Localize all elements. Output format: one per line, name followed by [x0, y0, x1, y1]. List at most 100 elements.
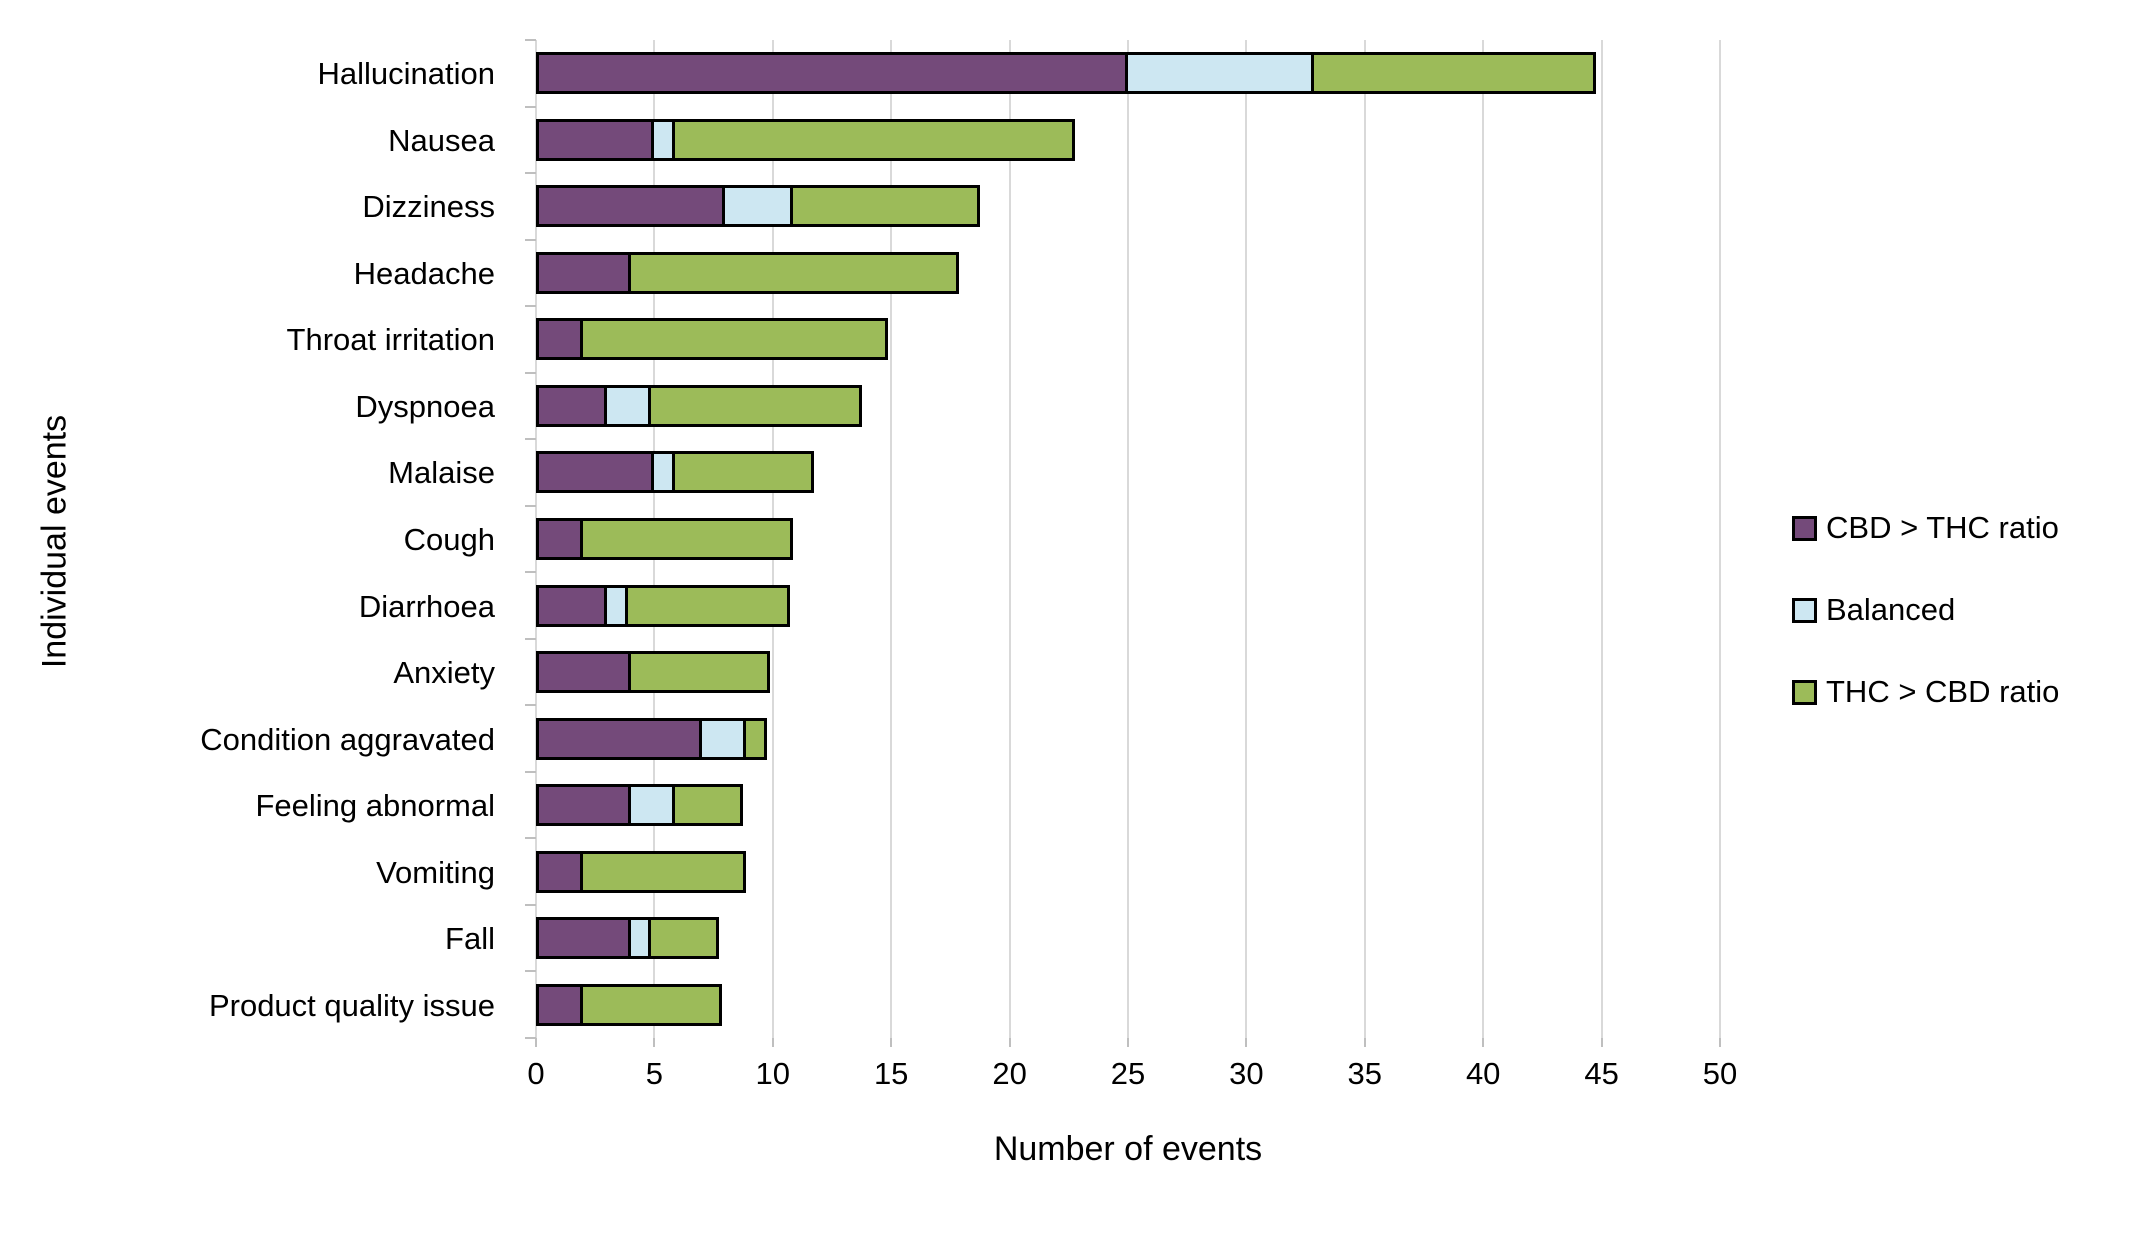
- legend-swatch-icon: [1792, 679, 1817, 705]
- y-tick-mark: [525, 571, 536, 574]
- bar-malaise: [536, 451, 815, 494]
- legend-label: CBD > THC ratio: [1826, 510, 2059, 545]
- y-tick-mark: [525, 770, 536, 773]
- bar-anxiety: [536, 651, 770, 694]
- bar-segment: [536, 917, 631, 960]
- x-tick-mark: [771, 1038, 774, 1047]
- bar-headache: [536, 251, 960, 294]
- y-tick-mark: [525, 438, 536, 441]
- bar-segment: [536, 584, 608, 627]
- x-tick-mark: [1245, 1038, 1248, 1047]
- category-label: Dizziness: [362, 189, 495, 225]
- category-label: Headache: [353, 255, 495, 291]
- bar-cough: [536, 518, 794, 560]
- gridline-x-20: [1008, 40, 1011, 1038]
- legend-item-thc-cbd-ratio: THC > CBD ratio: [1792, 674, 2059, 710]
- category-label: Hallucination: [317, 56, 496, 92]
- bar-segment: [790, 185, 980, 228]
- legend-label: THC > CBD ratio: [1826, 674, 2060, 709]
- bar-segment: [624, 584, 791, 627]
- bar-vomiting: [536, 850, 747, 893]
- y-tick-mark: [525, 305, 536, 308]
- y-tick-mark: [525, 970, 536, 973]
- gridline-x-45: [1600, 40, 1603, 1038]
- x-tick-label-40: 40: [1465, 1056, 1501, 1091]
- gridline-x-30: [1245, 40, 1248, 1038]
- category-label: Vomiting: [376, 854, 495, 890]
- bar-segment: [648, 917, 720, 960]
- x-tick-label-5: 5: [645, 1056, 664, 1091]
- bar-segment: [580, 850, 747, 893]
- x-tick-mark: [653, 1038, 656, 1047]
- bar-segment: [1125, 52, 1315, 95]
- bar-segment: [627, 251, 960, 294]
- bar-segment: [1311, 52, 1596, 95]
- bar-segment: [536, 518, 584, 560]
- x-tick-mark: [1127, 1038, 1129, 1047]
- x-tick-label-25: 25: [1110, 1056, 1146, 1091]
- bar-segment: [536, 850, 584, 893]
- y-tick-mark: [525, 637, 536, 640]
- y-tick-mark: [525, 371, 536, 374]
- y-tick-mark: [525, 504, 536, 507]
- bar-product-quality-issue: [536, 983, 723, 1026]
- bar-segment: [536, 651, 631, 694]
- plot-area: [535, 40, 1721, 1038]
- bar-segment: [580, 318, 889, 361]
- bar-segment: [580, 518, 794, 560]
- legend-item-balanced: Balanced: [1792, 592, 2059, 628]
- y-tick-mark: [525, 1037, 536, 1039]
- x-tick-label-30: 30: [1229, 1056, 1264, 1091]
- x-tick-label-15: 15: [873, 1056, 909, 1091]
- category-label: Diarrhoea: [358, 588, 495, 624]
- legend: CBD > THC ratio Balanced THC > CBD ratio: [1792, 510, 2059, 756]
- category-label: Condition aggravated: [200, 721, 495, 757]
- x-tick-mark: [1008, 1038, 1011, 1047]
- x-tick-label-0: 0: [527, 1056, 545, 1091]
- x-tick-mark: [1363, 1038, 1366, 1047]
- x-tick-mark: [535, 1038, 537, 1047]
- y-tick-mark: [525, 704, 536, 707]
- bar-condition-aggravated: [536, 717, 767, 760]
- bar-feeling-abnormal: [536, 784, 744, 827]
- legend-swatch-icon: [1792, 597, 1817, 623]
- bar-segment: [536, 451, 655, 494]
- category-label: Cough: [403, 522, 495, 557]
- x-tick-mark: [1719, 1038, 1721, 1047]
- legend-label: Balanced: [1826, 592, 1956, 627]
- bar-dizziness: [536, 185, 980, 228]
- y-tick-mark: [525, 903, 536, 906]
- bar-fall: [536, 917, 720, 960]
- category-label: Nausea: [388, 122, 495, 158]
- category-label: Throat irritation: [286, 322, 495, 358]
- category-label: Anxiety: [393, 655, 495, 691]
- y-tick-mark: [525, 238, 536, 241]
- gridline-x-40: [1482, 40, 1485, 1038]
- y-tick-mark: [525, 837, 536, 840]
- x-tick-label-50: 50: [1702, 1056, 1738, 1091]
- category-label: Feeling abnormal: [255, 788, 495, 824]
- bar-nausea: [536, 118, 1075, 161]
- x-axis-title: Number of events: [993, 1130, 1263, 1168]
- category-label: Malaise: [388, 455, 495, 491]
- category-label: Fall: [445, 921, 495, 957]
- x-tick-mark: [1482, 1038, 1485, 1047]
- bar-segment: [536, 118, 655, 161]
- x-tick-label-10: 10: [755, 1056, 791, 1091]
- gridline-x-35: [1363, 40, 1366, 1038]
- x-tick-label-45: 45: [1584, 1056, 1619, 1091]
- bar-segment: [536, 983, 584, 1026]
- y-tick-mark: [525, 172, 536, 175]
- x-tick-label-35: 35: [1347, 1056, 1383, 1091]
- bar-segment: [627, 651, 770, 694]
- bar-segment: [672, 118, 1075, 161]
- bar-segment: [536, 318, 584, 361]
- gridline-x-15: [890, 40, 893, 1038]
- y-tick-mark: [525, 39, 536, 41]
- bar-segment: [536, 52, 1128, 95]
- bar-hallucination: [536, 52, 1596, 95]
- bar-segment: [648, 384, 862, 427]
- x-tick-mark: [890, 1038, 893, 1047]
- bar-throat-irritation: [536, 318, 889, 361]
